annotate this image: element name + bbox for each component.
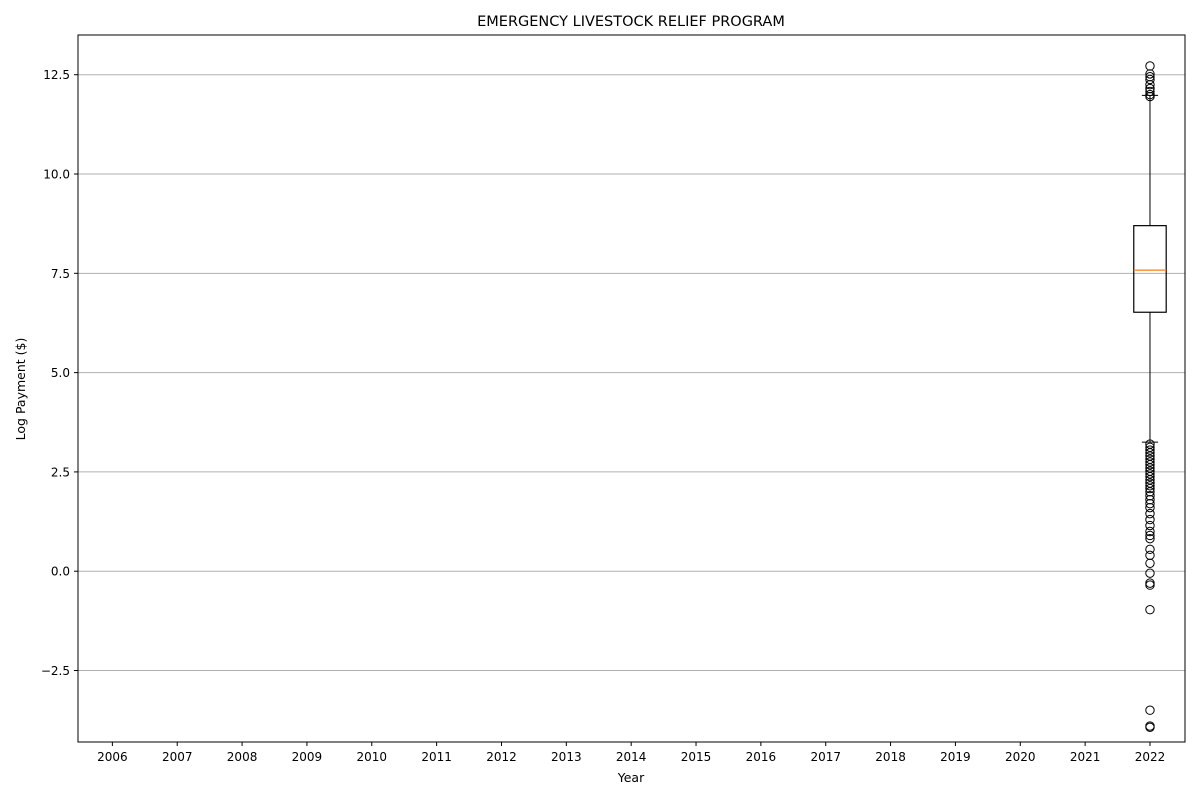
outlier-point: [1145, 520, 1155, 531]
y-axis: −2.5 0.0 2.5 5.0 7.5 10.0 12.5: [41, 68, 78, 678]
outlier-point: [1145, 61, 1155, 71]
x-tick-label: 2009: [292, 750, 323, 764]
x-tick-label: 2014: [616, 750, 647, 764]
x-tick-label: 2015: [681, 750, 712, 764]
outlier-point: [1145, 544, 1155, 555]
outlier-point: [1145, 526, 1155, 537]
outlier-point: [1145, 86, 1155, 97]
x-tick-label: 2006: [97, 750, 128, 764]
outlier-point: [1145, 471, 1155, 482]
outlier-point: [1145, 502, 1155, 513]
outlier-point: [1145, 705, 1155, 715]
outlier-point: [1145, 91, 1155, 102]
outlier-point: [1145, 568, 1155, 578]
outlier-point: [1145, 514, 1155, 525]
y-tick-label: 2.5: [51, 465, 70, 479]
outlier-point: [1145, 481, 1155, 491]
outlier-point: [1145, 558, 1155, 568]
y-tick-label: 7.5: [51, 267, 70, 281]
outlier-point: [1145, 605, 1155, 615]
x-tick-label: 2011: [421, 750, 452, 764]
y-tick-label: 12.5: [43, 68, 70, 82]
y-axis-label: Log Payment ($): [13, 338, 28, 441]
outlier-point: [1145, 79, 1155, 90]
x-tick-label: 2018: [875, 750, 906, 764]
y-tick-label: 5.0: [51, 366, 70, 380]
outlier-point: [1145, 469, 1155, 479]
outlier-point: [1145, 483, 1155, 494]
x-tick-label: 2007: [162, 750, 193, 764]
outlier-point: [1145, 508, 1155, 519]
x-tick-label: 2019: [940, 750, 971, 764]
outlier-point: [1145, 460, 1155, 470]
outlier-point: [1145, 578, 1155, 588]
outlier-point: [1145, 533, 1155, 544]
outlier-point: [1145, 530, 1155, 541]
outlier-point: [1145, 580, 1155, 590]
y-tick-label: −2.5: [41, 664, 70, 678]
outlier-point: [1145, 498, 1155, 509]
y-tick-label: 0.0: [51, 565, 70, 579]
outlier-point: [1145, 722, 1155, 733]
boxplot-2022: [1133, 61, 1167, 733]
y-tick-label: 10.0: [43, 168, 70, 182]
x-tick-label: 2013: [551, 750, 582, 764]
x-tick-label: 2021: [1070, 750, 1101, 764]
x-tick-label: 2022: [1135, 750, 1166, 764]
outlier-point: [1145, 69, 1155, 79]
box-layer: [1133, 61, 1167, 733]
outlier-point: [1145, 74, 1155, 85]
x-tick-label: 2010: [356, 750, 387, 764]
plot-area-frame: [77, 34, 1186, 743]
outlier-point: [1145, 457, 1155, 467]
x-tick-label: 2008: [227, 750, 258, 764]
outlier-point: [1145, 445, 1155, 455]
grid-layer: [78, 74, 1185, 672]
x-tick-label: 2016: [746, 750, 777, 764]
outlier-point: [1145, 448, 1155, 458]
box-iqr: [1133, 225, 1167, 313]
x-tick-label: 2020: [1005, 750, 1036, 764]
x-axis-label: Year: [617, 770, 645, 785]
x-tick-label: 2012: [486, 750, 517, 764]
chart-title: EMERGENCY LIVESTOCK RELIEF PROGRAM: [477, 14, 785, 30]
x-axis: 2006 2007 2008 2009 2010 2011 2012 2013 2014 2015…: [97, 742, 1165, 764]
x-tick-label: 2017: [810, 750, 841, 764]
outlier-point: [1145, 550, 1155, 561]
